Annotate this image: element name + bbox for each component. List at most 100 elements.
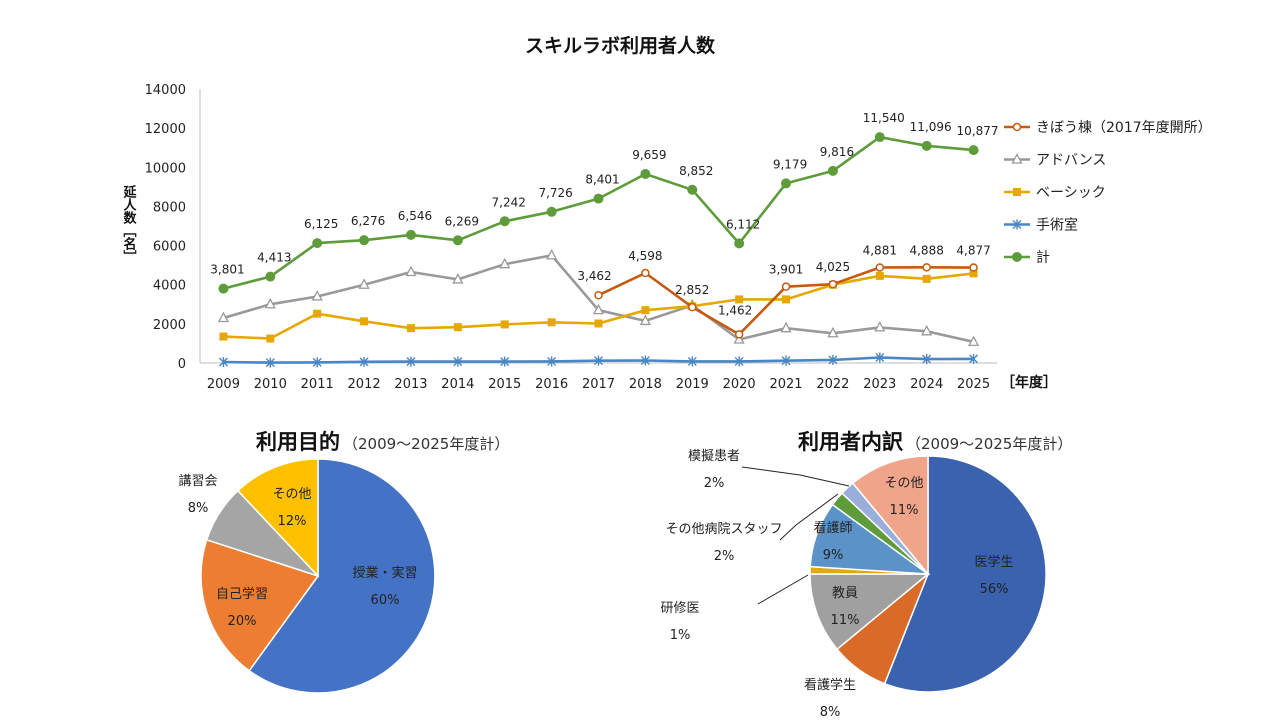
data-point [828,279,838,289]
data-label: 4,881 [863,243,897,257]
data-point [734,356,744,367]
data-point [735,295,744,304]
slice-percent: 9% [823,548,844,563]
slice-percent: 11% [890,503,919,518]
data-label: 4,888 [909,243,943,257]
legend-label: きぼう棟（2017年度開所） [1036,120,1212,136]
data-point [405,265,417,277]
data-label: 6,125 [304,217,338,231]
data-point [358,278,370,289]
x-tick-label: 2021 [769,377,802,392]
data-point [639,314,651,326]
leader-line [741,466,850,487]
legend-item: アドバンス [1004,153,1106,169]
data-point [266,334,275,343]
data-point [217,311,230,323]
x-tick-label: 2014 [441,377,474,392]
slice-label: 医学生 [974,554,1013,570]
data-point [1012,252,1022,262]
slice-percent: 56% [980,582,1009,597]
y-tick-label: 10000 [145,161,186,176]
y-tick-label: 2000 [153,318,186,333]
data-label: 9,816 [820,145,854,159]
data-label: 3,801 [210,263,244,277]
data-point [594,319,603,328]
data-label: 2,852 [675,283,709,297]
x-tick-label: 2024 [910,377,943,392]
legend-label: 手術室 [1036,217,1078,234]
slice-label: 研修医 [660,601,699,616]
data-point [500,320,509,329]
data-point [499,216,510,227]
slice-label: 授業・実習 [352,565,417,581]
data-point [733,333,745,344]
data-point [265,271,276,282]
x-tick-label: 2012 [348,377,381,392]
pie-purpose: 授業・実習 60% 自己学習 20% 講習会 8% その他 12% [178,458,436,694]
data-point [546,248,558,260]
x-tick-label: 2009 [207,377,240,392]
data-label: 4,877 [956,244,990,258]
slice-label: 講習会 [178,473,217,489]
pie-slice [236,458,319,578]
slice-percent: 2% [704,476,725,491]
x-tick-label: 2017 [582,377,615,392]
data-point [734,238,745,249]
data-label: 6,276 [351,214,385,228]
leader-line [757,574,809,605]
data-point [406,356,416,367]
data-point [453,323,462,332]
data-point [499,257,511,269]
legend-label: ベーシック [1036,185,1106,201]
x-tick-label: 2020 [723,377,756,392]
data-point [969,353,979,364]
data-label: 4,413 [257,251,291,265]
data-point [359,356,369,367]
slice-percent: 1% [670,628,691,643]
series-4 [218,132,979,294]
pie-slice [809,573,931,651]
x-tick-label: 2016 [535,377,568,392]
x-tick-label: 2011 [301,377,334,392]
slice-label: 自己学習 [216,586,268,602]
data-point [967,335,980,347]
slice-percent: 20% [228,614,257,629]
data-point [1013,188,1021,196]
data-point [922,274,931,283]
data-point [593,193,604,204]
data-point [968,145,979,156]
slice-percent: 12% [278,514,307,529]
data-label: 3,462 [577,269,611,283]
y-tick-label: 4000 [153,279,186,294]
data-point [405,229,416,240]
data-point [547,356,557,367]
y-tick-label: 0 [178,357,186,372]
slice-label: 看護師 [813,520,852,536]
legend-item: 手術室 [1004,217,1078,234]
slice-label: その他病院スタッフ [665,522,782,537]
data-point [969,263,978,272]
x-tick-label: 2018 [629,377,662,392]
data-point [1012,122,1022,132]
data-point [1011,153,1023,164]
data-point [921,324,933,336]
pie-purpose-title: 利用目的 [256,430,340,454]
data-point [827,165,838,176]
data-label: 1,462 [718,303,752,317]
data-label: 6,269 [445,214,479,228]
data-point [360,317,369,326]
legend-label: 計 [1036,250,1050,266]
data-label: 9,659 [632,148,666,162]
data-point [547,318,556,327]
pie-slice [248,458,436,694]
pie-slice [200,538,320,672]
data-point [312,238,323,249]
data-point [452,235,463,246]
x-tick-label: 2022 [816,377,849,392]
data-point [780,321,792,333]
pie-users-title: 利用者内訳 [798,430,904,454]
data-label: 10,877 [957,124,999,138]
data-label: 6,546 [398,209,432,223]
